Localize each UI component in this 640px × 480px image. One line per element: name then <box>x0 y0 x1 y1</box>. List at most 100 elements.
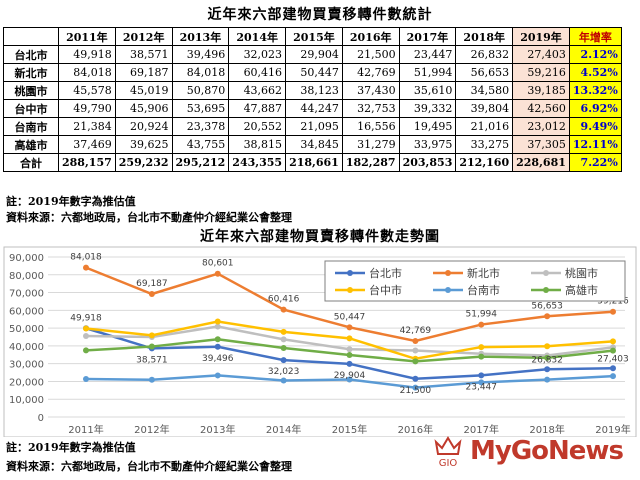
data-point <box>214 372 221 379</box>
data-label: 27,403 <box>597 354 629 364</box>
table-cell: 53,695 <box>171 99 230 118</box>
chart-source: 資料來源：六都地政局，台北市不動產仲介經紀業公會整理 <box>6 460 292 473</box>
table-cell: 35,610 <box>398 81 457 100</box>
table-cell: 43,755 <box>171 135 230 154</box>
table-cell: 84,018 <box>171 63 230 82</box>
col-header: 2011年 <box>58 27 116 46</box>
col-header: 2014年 <box>228 27 287 46</box>
data-point <box>148 343 155 350</box>
data-point <box>280 357 287 364</box>
x-tick-label: 2017年 <box>464 423 499 436</box>
table-cell: 218,661 <box>285 153 343 172</box>
y-tick-label: 50,000 <box>9 324 44 335</box>
table-cell: 39,625 <box>114 135 173 154</box>
data-point <box>83 264 89 271</box>
table-cell: 38,123 <box>285 81 343 100</box>
growth-cell: 4.52% <box>568 63 622 82</box>
y-tick-label: 60,000 <box>9 306 44 317</box>
table-cell: 19,495 <box>398 117 457 136</box>
data-label: 51,994 <box>466 310 498 320</box>
legend-marker <box>543 270 549 276</box>
legend-marker <box>445 270 451 276</box>
table-cell: 44,247 <box>285 99 343 118</box>
y-tick-label: 70,000 <box>9 289 44 300</box>
col-header: 2017年 <box>398 27 457 46</box>
data-point <box>610 373 616 380</box>
table-cell: 37,305 <box>512 135 570 154</box>
table-cell: 21,500 <box>341 45 400 64</box>
data-label: 38,571 <box>136 355 168 365</box>
table-cell: 45,578 <box>58 81 116 100</box>
table-cell: 243,355 <box>228 153 287 172</box>
table-cell: 39,332 <box>398 99 457 118</box>
table-cell: 47,887 <box>228 99 287 118</box>
table-cell: 84,018 <box>58 63 116 82</box>
legend-label: 台北市 <box>369 266 402 280</box>
data-label: 23,447 <box>466 382 498 392</box>
col-header: 2015年 <box>285 27 343 46</box>
brand-name: MyGoNews <box>470 436 624 466</box>
legend-label: 台南市 <box>467 283 500 297</box>
data-label: 21,500 <box>400 386 432 396</box>
table-cell: 23,378 <box>171 117 230 136</box>
table-cell: 203,853 <box>398 153 457 172</box>
table-cell: 29,904 <box>285 45 343 64</box>
line-chart: 0 10,000 20,000 30,000 40,000 50,000 60,000 70,… <box>3 246 637 437</box>
table-cell: 259,232 <box>114 153 173 172</box>
table-cell: 39,496 <box>171 45 230 64</box>
table-cell: 20,552 <box>228 117 287 136</box>
table-cell: 31,279 <box>341 135 400 154</box>
data-point <box>412 358 419 365</box>
x-tick-label: 2014年 <box>266 423 301 436</box>
y-tick-label: 80,000 <box>9 271 44 282</box>
data-point <box>280 336 287 343</box>
table-cell: 26,832 <box>455 45 514 64</box>
table-cell: 288,157 <box>58 153 116 172</box>
x-tick-label: 2018年 <box>529 423 564 436</box>
legend-marker <box>347 270 353 276</box>
legend-label: 桃園市 <box>565 266 598 280</box>
data-label: 42,769 <box>400 326 432 336</box>
growth-cell: 13.32% <box>568 81 622 100</box>
data-point <box>478 353 485 360</box>
data-point <box>346 360 353 367</box>
table-cell: 212,160 <box>455 153 514 172</box>
data-point <box>412 375 419 382</box>
table-cell: 69,187 <box>114 63 173 82</box>
table-title: 近年來六部建物買賣移轉件數統計 <box>207 7 433 23</box>
table-row: 台南市 21,384 20,924 23,378 20,552 21,095 16,556 1… <box>3 117 622 136</box>
legend-marker <box>445 287 451 293</box>
table-row: 桃園市 45,578 45,019 50,870 43,662 38,123 37,430 3… <box>3 81 622 100</box>
table-row: 高雄市 37,469 39,625 43,755 38,815 34,845 31,279 3… <box>3 135 622 154</box>
corner-cell <box>3 27 59 46</box>
data-point <box>214 318 221 325</box>
table-cell: 32,753 <box>341 99 400 118</box>
data-point <box>544 354 551 361</box>
table-total-row: 合計 288,157 259,232 295,212 243,355 218,661 182… <box>3 153 622 172</box>
table-cell: 32,023 <box>228 45 287 64</box>
data-point <box>280 306 287 313</box>
data-point <box>83 347 89 354</box>
table-cell: 182,287 <box>341 153 400 172</box>
chart-title: 近年來六部建物買賣移轉件數走勢圖 <box>200 229 440 245</box>
data-point <box>610 365 616 372</box>
row-label: 台南市 <box>3 117 59 136</box>
y-tick-label: 0 <box>38 413 44 424</box>
data-point <box>148 291 155 298</box>
col-header: 2016年 <box>341 27 400 46</box>
data-point <box>346 324 353 331</box>
table-cell: 45,019 <box>114 81 173 100</box>
row-label: 台北市 <box>3 45 59 64</box>
y-tick-label: 90,000 <box>9 253 44 264</box>
x-tick-label: 2011年 <box>68 423 103 436</box>
data-point <box>214 323 221 330</box>
data-point <box>412 337 419 344</box>
table-cell: 42,769 <box>341 63 400 82</box>
row-label: 高雄市 <box>3 135 59 154</box>
table-cell: 21,016 <box>455 117 514 136</box>
data-point <box>412 347 419 354</box>
legend-marker <box>347 287 353 293</box>
data-point <box>478 344 485 351</box>
table-cell: 33,275 <box>455 135 514 154</box>
table-cell: 49,918 <box>58 45 116 64</box>
